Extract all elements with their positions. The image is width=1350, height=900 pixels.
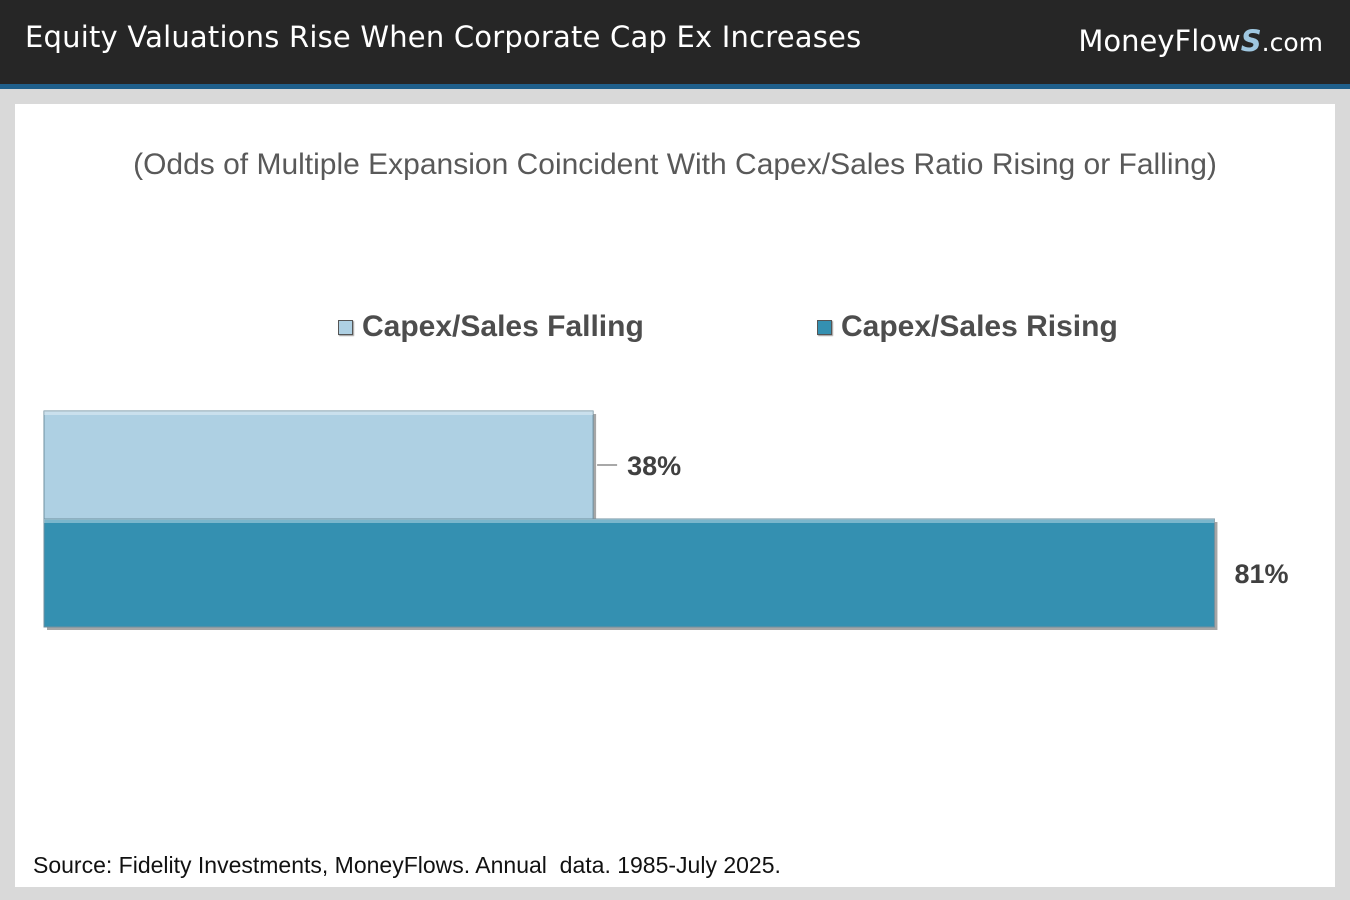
legend-item-falling: Capex/Sales Falling (338, 307, 644, 347)
brand-s-mark: S (1240, 24, 1262, 58)
chart-panel: (Odds of Multiple Expansion Coincident W… (15, 104, 1335, 887)
legend-label-falling: Capex/Sales Falling (362, 310, 644, 343)
header-accent-line (0, 84, 1350, 89)
bar-rising-value-label: 81% (1234, 559, 1288, 589)
legend-item-rising: Capex/Sales Rising (817, 307, 1118, 347)
bar-falling-value-label: 38% (627, 451, 681, 481)
bar-rising-highlight (44, 519, 1215, 523)
chart-subtitle: (Odds of Multiple Expansion Coincident W… (133, 148, 1217, 181)
bar-falling (43, 410, 594, 520)
page-title: Equity Valuations Rise When Corporate Ca… (25, 20, 862, 54)
brand-logo: MoneyFlowS.com (1078, 24, 1323, 58)
brand-tld: .com (1261, 28, 1323, 57)
legend-swatch-falling (338, 319, 353, 335)
bar-falling-highlight (44, 411, 594, 415)
legend-label-rising: Capex/Sales Rising (841, 310, 1118, 343)
brand-name: MoneyFlow (1078, 24, 1241, 58)
bar-rising (43, 518, 1215, 628)
bar-chart: 38% 81% (43, 410, 1288, 630)
source-note: Source: Fidelity Investments, MoneyFlows… (33, 852, 781, 878)
header-bar: Equity Valuations Rise When Corporate Ca… (0, 0, 1350, 84)
legend-swatch-rising (817, 319, 832, 335)
